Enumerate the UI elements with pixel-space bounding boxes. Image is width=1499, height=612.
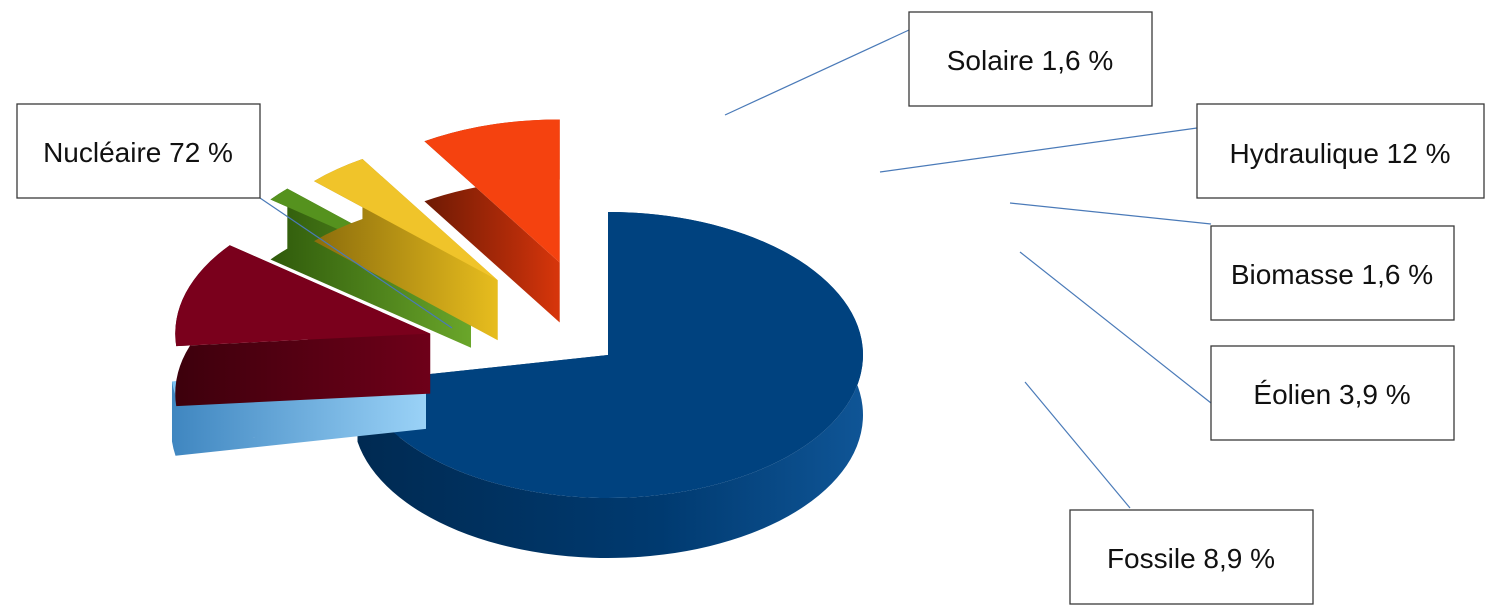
data-label-eolien-text: Éolien 3,9 % xyxy=(1253,379,1410,410)
slice-hydraulique-top xyxy=(175,245,431,347)
pie-slices xyxy=(171,119,864,558)
data-label-fossile-text: Fossile 8,9 % xyxy=(1107,543,1275,574)
slice-hydraulique xyxy=(175,245,431,407)
leader-line-solaire xyxy=(724,29,910,116)
data-labels: Nucléaire 72 % Solaire 1,6 % Hydraulique… xyxy=(16,11,1485,605)
data-label-biomasse-text: Biomasse 1,6 % xyxy=(1231,259,1433,290)
data-label-fossile: Fossile 8,9 % xyxy=(1069,509,1314,605)
slice-fossile xyxy=(424,119,560,323)
data-label-biomasse: Biomasse 1,6 % xyxy=(1210,225,1455,321)
leader-line-biomasse xyxy=(1009,202,1212,225)
leader-line-eolien xyxy=(1019,251,1212,404)
data-label-hydraulique-text: Hydraulique 12 % xyxy=(1229,138,1450,169)
data-label-solaire: Solaire 1,6 % xyxy=(908,11,1153,107)
slice-eolien-top xyxy=(314,159,498,281)
data-label-nucleaire: Nucléaire 72 % xyxy=(16,103,261,199)
data-label-eolien: Éolien 3,9 % xyxy=(1210,345,1455,441)
leader-line-fossile xyxy=(1024,381,1131,509)
slice-fossile-top xyxy=(424,119,560,263)
slice-nucleaire xyxy=(357,212,864,558)
data-label-nucleaire-text: Nucléaire 72 % xyxy=(43,137,233,168)
leader-line-hydraulique xyxy=(879,127,1198,173)
slice-eolien xyxy=(314,159,498,341)
data-label-hydraulique: Hydraulique 12 % xyxy=(1196,103,1485,199)
leader-lines xyxy=(259,29,1212,509)
slice-nucleaire-top xyxy=(357,212,864,498)
data-label-solaire-text: Solaire 1,6 % xyxy=(947,45,1114,76)
leader-line-nucleaire xyxy=(259,197,453,329)
